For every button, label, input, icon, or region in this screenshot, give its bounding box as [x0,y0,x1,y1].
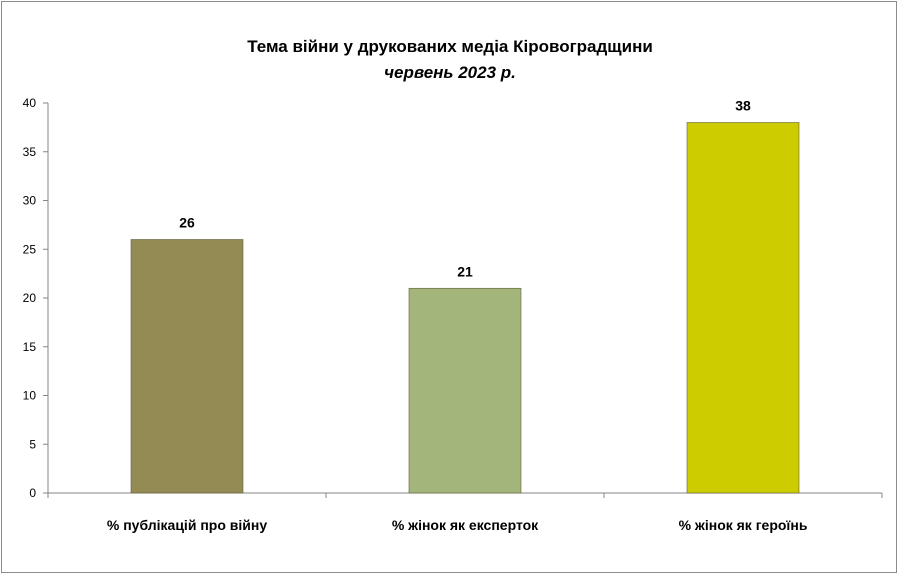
y-tick-label: 10 [23,389,37,403]
data-label: 21 [457,263,473,279]
y-tick-label: 35 [23,145,37,159]
y-tick-label: 20 [23,291,37,305]
y-tick-label: 0 [29,486,36,500]
category-label: % жінок як героїнь [679,517,808,533]
bar [686,122,800,494]
y-tick-label: 15 [23,340,37,354]
data-label: 38 [735,98,751,114]
chart-subtitle: червень 2023 р. [384,63,516,82]
y-tick-label: 30 [23,194,37,208]
labels: 26 % публікацій про війну 21 % жінок як екс… [107,98,808,534]
y-tick-label: 5 [29,437,36,451]
bar [408,287,522,494]
category-label: % жінок як експерток [392,517,539,533]
category-label: % публікацій про війну [107,517,267,533]
bar [130,239,244,494]
bars [130,122,800,494]
data-label: 26 [179,215,195,231]
y-tick-label: 25 [23,242,37,256]
y-tick-label: 40 [23,96,37,110]
title-block: Тема війни у друкованих медіа Кіровоград… [0,36,900,84]
chart-title: Тема війни у друкованих медіа Кіровоград… [247,37,653,56]
